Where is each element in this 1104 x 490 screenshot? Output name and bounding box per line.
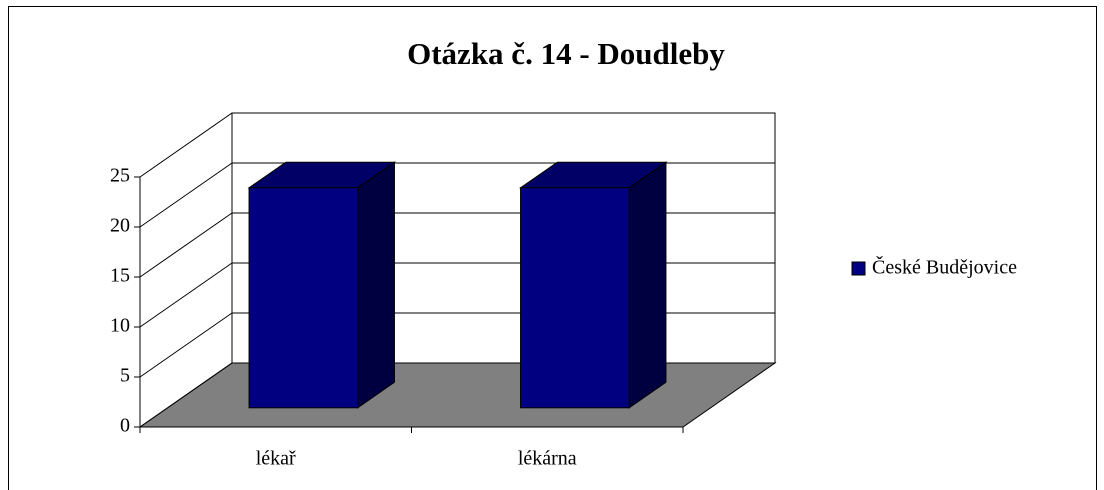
legend-label: České Budějovice <box>872 255 1017 279</box>
grid-line <box>139 112 233 178</box>
floor <box>138 362 777 428</box>
bar-side <box>628 161 667 409</box>
y-tick-label: 0 <box>120 415 130 437</box>
x-tick-label: lékař <box>256 448 296 470</box>
bar <box>248 187 359 409</box>
y-tick-label: 5 <box>120 365 130 387</box>
legend-swatch <box>851 261 866 276</box>
bar-side <box>357 161 395 409</box>
grid-line <box>139 362 233 428</box>
grid-line <box>139 312 233 378</box>
x-tick-label: lékárna <box>518 448 577 470</box>
grid-line <box>139 162 233 228</box>
y-tick-label: 10 <box>110 315 130 337</box>
y-tick-label: 20 <box>110 215 130 237</box>
grid-line <box>139 212 233 278</box>
bar <box>520 187 630 409</box>
grid-line <box>139 262 233 328</box>
y-tick-label: 15 <box>110 265 130 287</box>
chart-title: Otázka č. 14 - Doudleby <box>407 36 725 71</box>
y-tick-label: 25 <box>110 165 130 187</box>
